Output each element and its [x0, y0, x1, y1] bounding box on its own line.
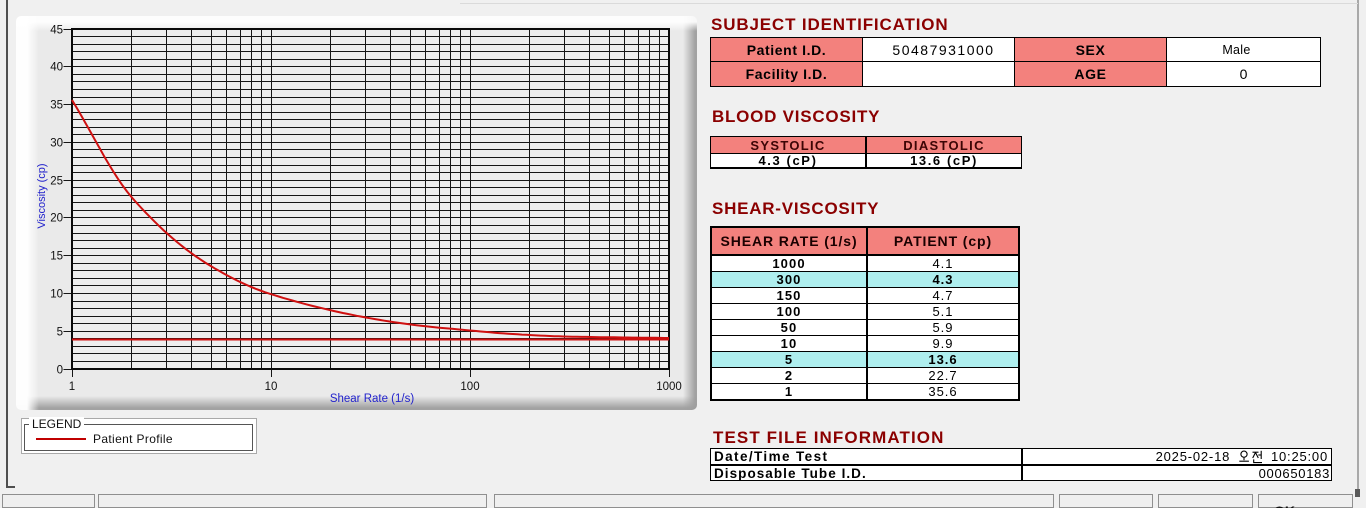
svg-text:1: 1 — [69, 381, 75, 393]
svg-text:100: 100 — [460, 381, 479, 393]
svg-text:20: 20 — [50, 213, 63, 225]
svg-text:10: 10 — [265, 381, 278, 393]
svg-text:45: 45 — [50, 25, 63, 37]
svg-text:5: 5 — [57, 327, 63, 339]
svg-text:10: 10 — [50, 289, 63, 301]
svg-text:Viscosity (cp): Viscosity (cp) — [36, 163, 48, 228]
svg-text:Shear Rate (1/s): Shear Rate (1/s) — [330, 393, 415, 405]
svg-text:0: 0 — [57, 365, 63, 377]
svg-text:30: 30 — [50, 138, 63, 150]
svg-text:25: 25 — [50, 176, 63, 188]
svg-text:1000: 1000 — [656, 381, 682, 393]
svg-text:35: 35 — [50, 100, 63, 112]
svg-text:40: 40 — [50, 62, 63, 74]
svg-text:15: 15 — [50, 251, 63, 263]
